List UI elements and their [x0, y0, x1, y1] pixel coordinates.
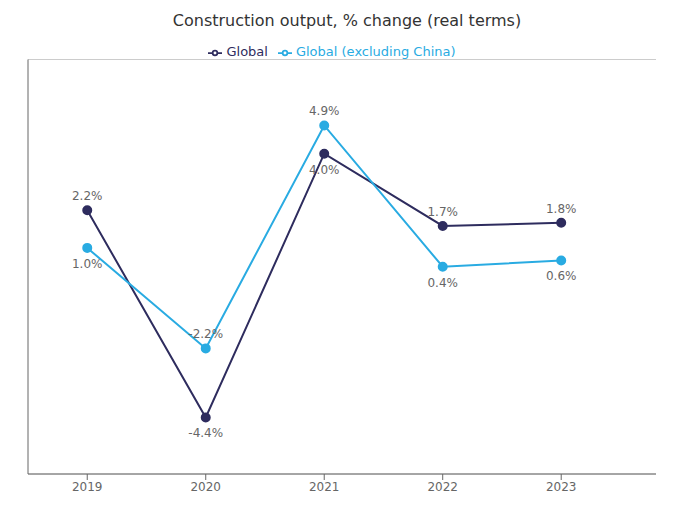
- svg-text:2022: 2022: [427, 480, 458, 494]
- svg-text:0.6%: 0.6%: [546, 269, 577, 283]
- svg-text:2021: 2021: [309, 480, 340, 494]
- svg-text:4.0%: 4.0%: [309, 163, 340, 177]
- svg-text:-2.2%: -2.2%: [188, 327, 223, 341]
- svg-text:2020: 2020: [190, 480, 221, 494]
- svg-text:2019: 2019: [72, 480, 103, 494]
- svg-text:1.0%: 1.0%: [72, 257, 103, 271]
- svg-text:2023: 2023: [546, 480, 577, 494]
- svg-text:4.9%: 4.9%: [309, 104, 340, 118]
- svg-text:1.7%: 1.7%: [427, 205, 458, 219]
- svg-text:-4.4%: -4.4%: [188, 426, 223, 440]
- html-text:Global (excluding China): Global (excluding China): [295, 44, 456, 59]
- svg-text:2.2%: 2.2%: [72, 189, 103, 203]
- svg-text:0.4%: 0.4%: [427, 276, 458, 290]
- svg-text:1.8%: 1.8%: [546, 202, 577, 216]
- html-text:Global: Global: [226, 44, 268, 59]
- html-text:Construction output, % change: Construction output, % change (real term…: [172, 11, 522, 30]
